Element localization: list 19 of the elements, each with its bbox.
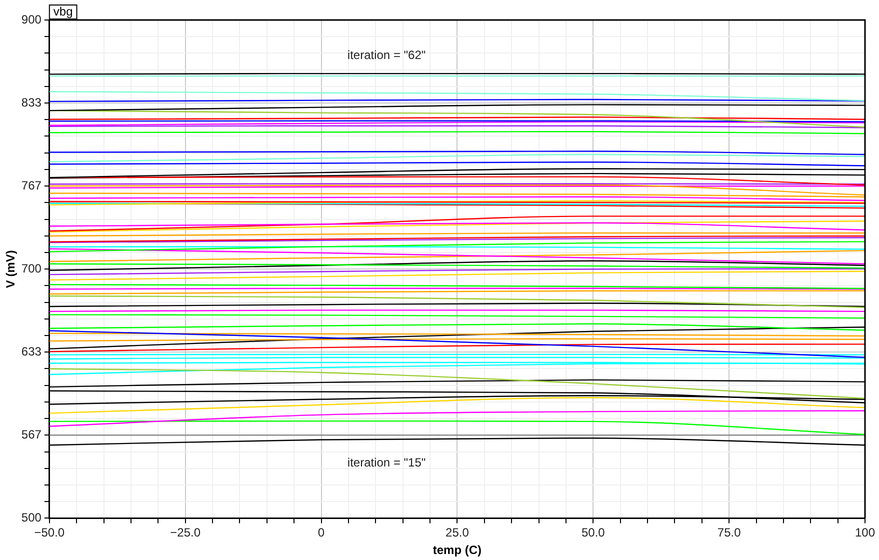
y-tick-label: 567 [21, 427, 42, 442]
annotation: iteration = "62" [347, 48, 426, 62]
x-tick-label: 75.0 [717, 526, 742, 540]
y-tick-label: 900 [21, 12, 42, 26]
x-axis-title: temp (C) [432, 543, 482, 558]
y-tick-label: 767 [21, 178, 42, 192]
x-tick-label: 0 [318, 526, 325, 540]
x-tick-label: −25.0 [170, 526, 201, 540]
annotation: iteration = "15" [347, 455, 426, 470]
y-tick-label: 633 [21, 344, 42, 358]
x-tick-label: −50.0 [34, 526, 65, 540]
x-tick-label: 25.0 [446, 526, 470, 540]
y-tick-label: 500 [21, 510, 42, 525]
y-axis-title: V (mV) [4, 250, 18, 288]
y-tick-label: 700 [21, 261, 42, 276]
y-tick-label: 833 [21, 95, 42, 110]
x-tick-label: 50.0 [581, 526, 606, 540]
chart-title: vbg [53, 4, 73, 18]
x-tick-label: 100 [854, 526, 876, 540]
